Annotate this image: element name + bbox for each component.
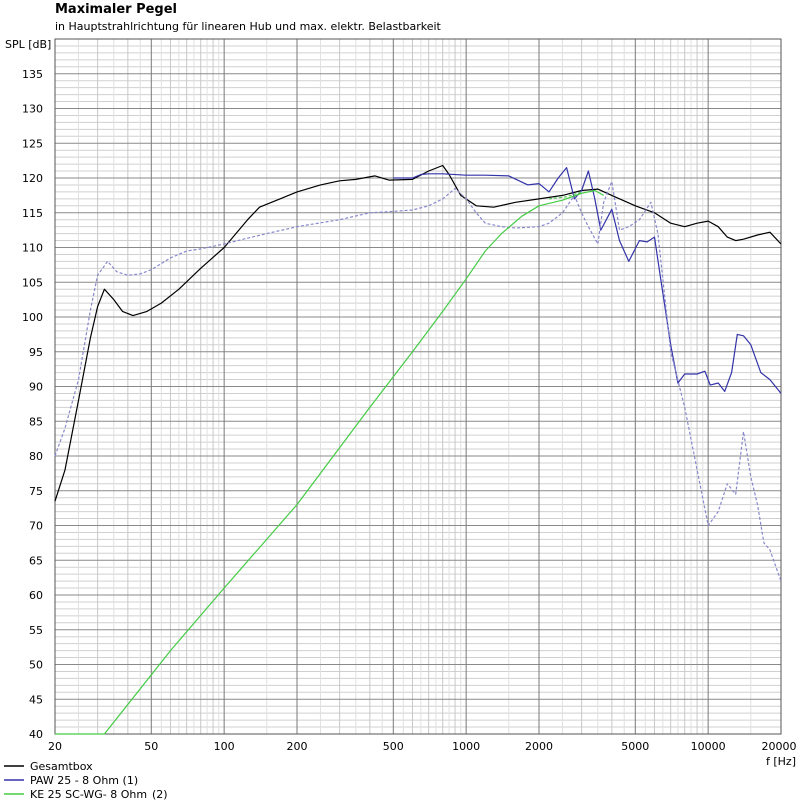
x-tick-label: 100 bbox=[214, 740, 235, 753]
y-tick-label: 130 bbox=[22, 103, 43, 116]
y-tick-label: 125 bbox=[22, 137, 43, 150]
y-tick-label: 115 bbox=[22, 207, 43, 220]
legend-label: PAW 25 - 8 Ohm (1) bbox=[30, 774, 138, 787]
y-tick-label: 85 bbox=[29, 415, 43, 428]
chart-subtitle: in Hauptstrahlrichtung für linearen Hub … bbox=[55, 20, 441, 33]
x-tick-label: 500 bbox=[383, 740, 404, 753]
y-tick-label: 95 bbox=[29, 346, 43, 359]
series-line bbox=[54, 180, 782, 582]
x-tick-label: 20 bbox=[48, 740, 62, 753]
x-tick-label: 2000 bbox=[525, 740, 553, 753]
x-tick-label: 10000 bbox=[691, 740, 726, 753]
y-tick-label: 45 bbox=[29, 693, 43, 706]
y-tick-label: 50 bbox=[29, 659, 43, 672]
y-tick-label: 120 bbox=[22, 172, 43, 185]
series-line bbox=[54, 164, 782, 502]
legend-label: Gesamtbox bbox=[30, 760, 93, 773]
series-layer bbox=[54, 164, 782, 735]
x-axis-label: f [Hz] bbox=[766, 755, 796, 768]
x-tick-label: 5000 bbox=[621, 740, 649, 753]
series-line bbox=[548, 191, 582, 200]
x-tick-label: 1000 bbox=[452, 740, 480, 753]
grid-minor bbox=[55, 39, 781, 734]
y-tick-label: 70 bbox=[29, 520, 43, 533]
plot-frame bbox=[54, 38, 782, 735]
y-tick-label: 105 bbox=[22, 276, 43, 289]
y-tick-label: 40 bbox=[29, 728, 43, 741]
series-line bbox=[393, 167, 782, 394]
y-tick-label: 75 bbox=[29, 485, 43, 498]
y-tick-label: 110 bbox=[22, 242, 43, 255]
x-tick-label: 50 bbox=[144, 740, 158, 753]
y-tick-label: 90 bbox=[29, 381, 43, 394]
legend-label: KE 25 SC-WG- 8 Ohm bbox=[30, 788, 147, 801]
y-tick-labels: 40 45 50 55 60 65 70 75 80 85 90 95 100 105 110 115 120 1… bbox=[22, 68, 43, 741]
y-tick-label: 80 bbox=[29, 450, 43, 463]
y-tick-label: 100 bbox=[22, 311, 43, 324]
x-tick-labels: 20 50 100 200 500 1000 2000 5000 10000 20000 bbox=[48, 740, 797, 753]
grid-major bbox=[54, 38, 782, 735]
y-tick-label: 135 bbox=[22, 68, 43, 81]
series-line bbox=[55, 189, 604, 735]
y-tick-label: 60 bbox=[29, 589, 43, 602]
y-tick-label: 55 bbox=[29, 624, 43, 637]
y-tick-label: 65 bbox=[29, 554, 43, 567]
x-tick-label: 200 bbox=[287, 740, 308, 753]
x-tick-label: 20000 bbox=[762, 740, 797, 753]
y-axis-label: SPL [dB] bbox=[5, 38, 51, 51]
chart-title: Maximaler Pegel bbox=[55, 2, 178, 17]
legend-suffix: (2) bbox=[152, 788, 168, 801]
